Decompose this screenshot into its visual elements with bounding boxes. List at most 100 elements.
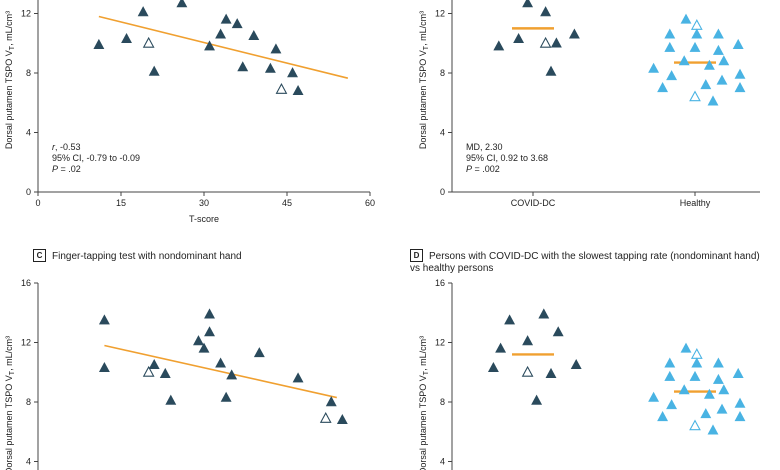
panel-b-point-covid-dc bbox=[513, 32, 525, 43]
panel-a-y-tick-label: 8 bbox=[26, 68, 31, 78]
panel-d-point-covid-dc bbox=[522, 335, 534, 346]
panel-b-point-healthy bbox=[732, 38, 744, 49]
panel-a-stat-symbol: P bbox=[52, 164, 58, 174]
panel-b-point-healthy bbox=[734, 68, 746, 79]
panel-d-y-tick-label: 12 bbox=[435, 338, 445, 348]
panel-a-y-tick-label: 0 bbox=[26, 187, 31, 197]
panel-d-point-healthy bbox=[666, 399, 678, 410]
panel-b-x-tick-label: COVID-DC bbox=[511, 198, 556, 208]
panel-d-y-axis-label: Dorsal putamen TSPO VT, mL/cm³ bbox=[418, 336, 430, 470]
panel-c-y-label-part: , mL/cm³ bbox=[4, 336, 14, 371]
panel-d-point-covid-dc bbox=[570, 358, 582, 370]
panel-a-stat-line: P = .02 bbox=[52, 164, 81, 174]
panel-d-point-healthy bbox=[707, 424, 719, 435]
panel-c-point bbox=[98, 361, 110, 372]
panel-a-y-tick-label: 4 bbox=[26, 128, 31, 138]
panel-c-point bbox=[148, 358, 160, 370]
panel-c-y-label-sub: T bbox=[9, 370, 16, 375]
panel-b-point-healthy bbox=[712, 44, 724, 55]
panel-d-point-healthy bbox=[664, 370, 676, 381]
panel-a-y-label-part: Dorsal putamen TSPO V bbox=[4, 50, 14, 149]
panel-d-point-healthy bbox=[689, 419, 701, 431]
panel-b-y-tick-label: 0 bbox=[440, 187, 445, 197]
panel-b-y-tick-label: 12 bbox=[435, 9, 445, 19]
panel-d-point-covid-dc bbox=[504, 314, 516, 325]
panel-a-point bbox=[148, 65, 160, 76]
panel-b-y-tick-label: 4 bbox=[440, 128, 445, 138]
panel-a-point bbox=[137, 6, 149, 17]
panel-d-y-label-part: , mL/cm³ bbox=[418, 336, 428, 371]
panel-b-point-healthy bbox=[666, 70, 678, 81]
panel-d-point-healthy bbox=[648, 391, 660, 402]
panel-d-letter: D bbox=[410, 249, 423, 262]
panel-a-x-tick-label: 45 bbox=[282, 198, 292, 208]
panel-b-point-covid-dc bbox=[568, 28, 580, 39]
panel-b-point-healthy bbox=[664, 28, 676, 39]
panel-d-point-healthy bbox=[718, 384, 730, 395]
panel-b-y-tick-label: 8 bbox=[440, 68, 445, 78]
panel-b-point-healthy bbox=[716, 74, 728, 85]
panel-a-stat-line: r, -0.53 bbox=[52, 142, 81, 152]
panel-a-point bbox=[93, 38, 105, 49]
panel-d-point-covid-dc bbox=[487, 361, 499, 372]
panel-b-y-label-part: Dorsal putamen TSPO V bbox=[418, 50, 428, 149]
panel-d-y-label-part: Dorsal putamen TSPO V bbox=[418, 375, 428, 470]
panel-a-point bbox=[121, 32, 132, 43]
panel-d-y-tick-label: 8 bbox=[440, 397, 445, 407]
panel-a-x-tick-label: 0 bbox=[35, 198, 40, 208]
panel-c-point bbox=[336, 414, 348, 425]
panel-c-point bbox=[325, 396, 337, 407]
panel-a-point bbox=[248, 29, 260, 41]
panel-d-title: D Persons with COVID-DC with the slowest … bbox=[410, 249, 770, 275]
panel-c-y-tick-label: 4 bbox=[26, 457, 31, 467]
panel-d-point-healthy bbox=[678, 384, 690, 395]
panel-d-point-healthy bbox=[712, 373, 724, 384]
panel-a-stat-line: 95% CI, -0.79 to -0.09 bbox=[52, 153, 140, 163]
panel-c-regression-line bbox=[104, 344, 337, 399]
panel-a-point bbox=[231, 18, 243, 29]
panel-d-title-text: Persons with COVID-DC with the slowest t… bbox=[410, 251, 760, 274]
panel-b-point-healthy bbox=[689, 41, 701, 52]
panel-a-point bbox=[204, 40, 215, 51]
panel-b-point-healthy bbox=[664, 41, 676, 52]
panel-c-y-tick-label: 12 bbox=[21, 338, 31, 348]
panel-c-point bbox=[159, 367, 171, 378]
panel-b-y-axis-label: Dorsal putamen TSPO VT, mL/cm³ bbox=[418, 11, 430, 149]
panel-c-y-tick-label: 8 bbox=[26, 397, 31, 407]
panel-b-stat-symbol: P bbox=[466, 164, 472, 174]
panel-c-point bbox=[215, 357, 227, 368]
panel-a-plot: 0 4 8 12 Dorsal putamen TSPO VT, mL/cm³ 0 15 30… bbox=[4, 0, 375, 224]
panel-c-point bbox=[319, 412, 332, 423]
panel-b-point-covid-dc bbox=[550, 37, 562, 48]
panel-b-point-healthy bbox=[718, 55, 730, 66]
panel-c-point bbox=[226, 369, 238, 380]
panel-b-point-healthy bbox=[707, 95, 719, 106]
panel-a-y-label-part: , mL/cm³ bbox=[4, 11, 14, 46]
panel-b-point-healthy bbox=[700, 79, 712, 90]
panel-b-stat-line: MD, 2.30 bbox=[466, 142, 503, 152]
panel-a-point bbox=[215, 28, 227, 39]
panel-b-point-healthy bbox=[680, 13, 692, 24]
panel-a-x-axis-label: T-score bbox=[189, 214, 219, 224]
panel-c-point bbox=[142, 365, 155, 377]
panel-b-point-healthy bbox=[657, 82, 669, 93]
panel-a-stat-value: , -0.53 bbox=[55, 142, 81, 152]
panel-d-point-healthy bbox=[732, 367, 744, 378]
panel-d-point-healthy bbox=[657, 411, 669, 422]
panel-d-point-covid-dc bbox=[495, 342, 507, 353]
panel-c-point bbox=[204, 308, 215, 319]
panel-a-x-tick-label: 15 bbox=[116, 198, 126, 208]
panel-d-point-healthy bbox=[716, 403, 728, 414]
panel-b-stat-value: = .002 bbox=[472, 164, 500, 174]
panel-b-point-healthy bbox=[678, 55, 690, 66]
panel-a-point bbox=[275, 83, 288, 94]
panel-d-point-healthy bbox=[703, 388, 715, 399]
panel-a-point bbox=[176, 0, 188, 8]
panel-c-y-axis-label: Dorsal putamen TSPO VT, mL/cm³ bbox=[4, 336, 16, 470]
panel-a-y-label-sub: T bbox=[9, 45, 16, 50]
panel-c-y-tick-label: 16 bbox=[21, 278, 31, 288]
panel-b-point-healthy bbox=[689, 90, 701, 102]
panel-d-point-healthy bbox=[712, 357, 724, 368]
panel-d-y-tick-label: 4 bbox=[440, 457, 445, 467]
panel-d-point-covid-dc bbox=[531, 394, 543, 405]
